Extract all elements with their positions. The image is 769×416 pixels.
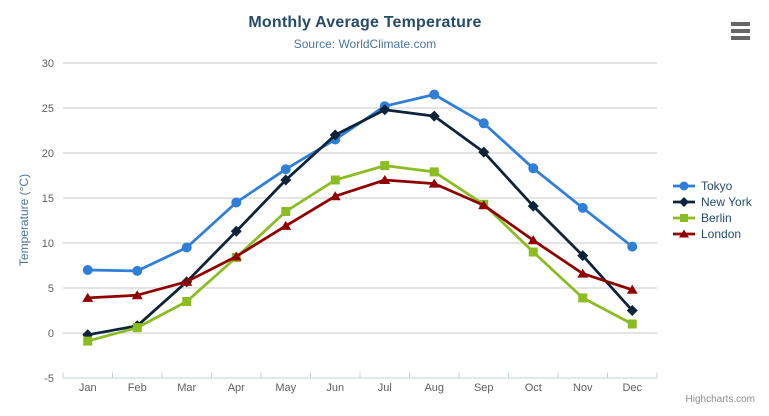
data-point-new-york-aug[interactable] [428, 110, 440, 122]
data-point-london-aug[interactable] [428, 178, 440, 188]
y-axis-label: -5 [44, 373, 54, 385]
series-tokyo [82, 89, 638, 276]
data-point-london-nov[interactable] [577, 268, 589, 278]
data-point-tokyo-apr[interactable] [231, 197, 242, 208]
y-axis-label: 20 [42, 148, 54, 160]
legend-label: Berlin [701, 211, 732, 225]
legend-label: London [701, 227, 742, 241]
series-line-berlin[interactable] [86, 164, 634, 343]
legend-marker [680, 214, 688, 222]
y-axis-label: 25 [42, 103, 54, 115]
data-point-tokyo-may[interactable] [280, 164, 291, 175]
data-point-london-jul[interactable] [379, 175, 391, 184]
series-line-new-york[interactable] [86, 108, 634, 337]
data-point-berlin-jan[interactable] [83, 336, 93, 346]
x-axis-label: Nov [573, 382, 593, 394]
data-point-new-york-jun[interactable] [329, 129, 341, 141]
legend-label: New York [701, 195, 752, 209]
data-point-berlin-mar[interactable] [182, 297, 192, 306]
x-axis-label: Jul [378, 382, 392, 394]
data-point-tokyo-aug[interactable] [429, 89, 440, 100]
data-point-new-york-dec[interactable] [626, 305, 638, 316]
chart-subtitle: Source: WorldClimate.com [293, 37, 437, 51]
data-point-berlin-dec[interactable] [627, 319, 637, 329]
legend-marker [679, 181, 689, 191]
legend-symbol-triangle-icon [673, 229, 695, 238]
legend-item-new-york[interactable]: New York [672, 194, 752, 210]
legend-marker [679, 197, 689, 207]
data-point-london-jan[interactable] [82, 292, 94, 302]
y-axis-label: 0 [48, 328, 54, 340]
y-axis-label: 15 [42, 193, 54, 205]
data-point-tokyo-dec[interactable] [627, 241, 638, 252]
x-axis-label: May [275, 382, 296, 394]
x-axis-label: Sep [474, 382, 494, 394]
data-point-london-dec[interactable] [626, 284, 638, 294]
data-point-tokyo-sep[interactable] [478, 118, 489, 129]
y-axis-label: 5 [48, 283, 54, 295]
data-point-london-jun[interactable] [329, 191, 341, 201]
legend-label: Tokyo [701, 179, 733, 193]
data-point-new-york-nov[interactable] [577, 250, 589, 262]
data-point-london-apr[interactable] [230, 251, 242, 261]
series-london [82, 175, 638, 302]
export-menu-button[interactable] [731, 22, 750, 40]
hamburger-icon [731, 36, 750, 40]
data-point-london-oct[interactable] [527, 235, 539, 245]
legend-item-london[interactable]: London [672, 226, 752, 242]
hamburger-icon [731, 29, 750, 33]
x-axis-label: Dec [622, 382, 642, 394]
data-point-berlin-oct[interactable] [528, 247, 538, 257]
data-point-berlin-aug[interactable] [429, 167, 439, 177]
x-axis-label: Jan [79, 382, 97, 394]
y-axis-label: 10 [42, 238, 54, 250]
x-axis-label: Mar [177, 382, 196, 394]
data-point-london-may[interactable] [280, 220, 292, 230]
data-point-berlin-may[interactable] [281, 207, 291, 216]
data-point-berlin-jul[interactable] [380, 161, 390, 171]
data-point-new-york-may[interactable] [280, 174, 292, 186]
data-point-tokyo-oct[interactable] [528, 163, 539, 174]
legend-item-berlin[interactable]: Berlin [672, 210, 752, 226]
legend-marker [679, 229, 689, 238]
x-axis-label: Jun [326, 382, 344, 394]
series-line-london[interactable] [86, 178, 634, 300]
data-point-berlin-nov[interactable] [578, 293, 588, 303]
legend-symbol-diamond-icon [673, 197, 695, 207]
x-axis-label: Feb [128, 382, 147, 394]
legend-item-tokyo[interactable]: Tokyo [672, 178, 752, 194]
hamburger-icon [731, 22, 750, 26]
legend-symbol-circle-icon [673, 181, 695, 191]
legend-symbol-square-icon [673, 214, 695, 222]
data-point-berlin-feb[interactable] [132, 323, 142, 333]
data-point-new-york-oct[interactable] [527, 200, 539, 212]
data-point-london-mar[interactable] [181, 276, 193, 286]
series-new-york [82, 104, 638, 341]
data-point-new-york-sep[interactable] [478, 146, 490, 158]
data-point-berlin-jun[interactable] [330, 175, 340, 185]
data-point-london-sep[interactable] [478, 200, 490, 210]
data-point-london-feb[interactable] [131, 290, 143, 300]
data-point-tokyo-feb[interactable] [132, 265, 143, 276]
data-point-tokyo-mar[interactable] [181, 242, 192, 253]
y-axis-title: Temperature (°C) [17, 173, 31, 267]
data-point-tokyo-jan[interactable] [82, 265, 93, 275]
y-axis-label: 30 [42, 58, 54, 70]
credits-link[interactable]: Highcharts.com [685, 394, 755, 405]
data-point-new-york-jul[interactable] [379, 104, 391, 116]
legend: Tokyo New York Berlin London [672, 178, 752, 242]
x-axis-label: Apr [228, 382, 245, 394]
data-point-new-york-apr[interactable] [230, 225, 242, 237]
data-point-tokyo-nov[interactable] [577, 202, 588, 213]
x-axis-label: Oct [525, 382, 542, 394]
x-axis-label: Aug [424, 382, 444, 394]
chart-title: Monthly Average Temperature [248, 14, 482, 31]
